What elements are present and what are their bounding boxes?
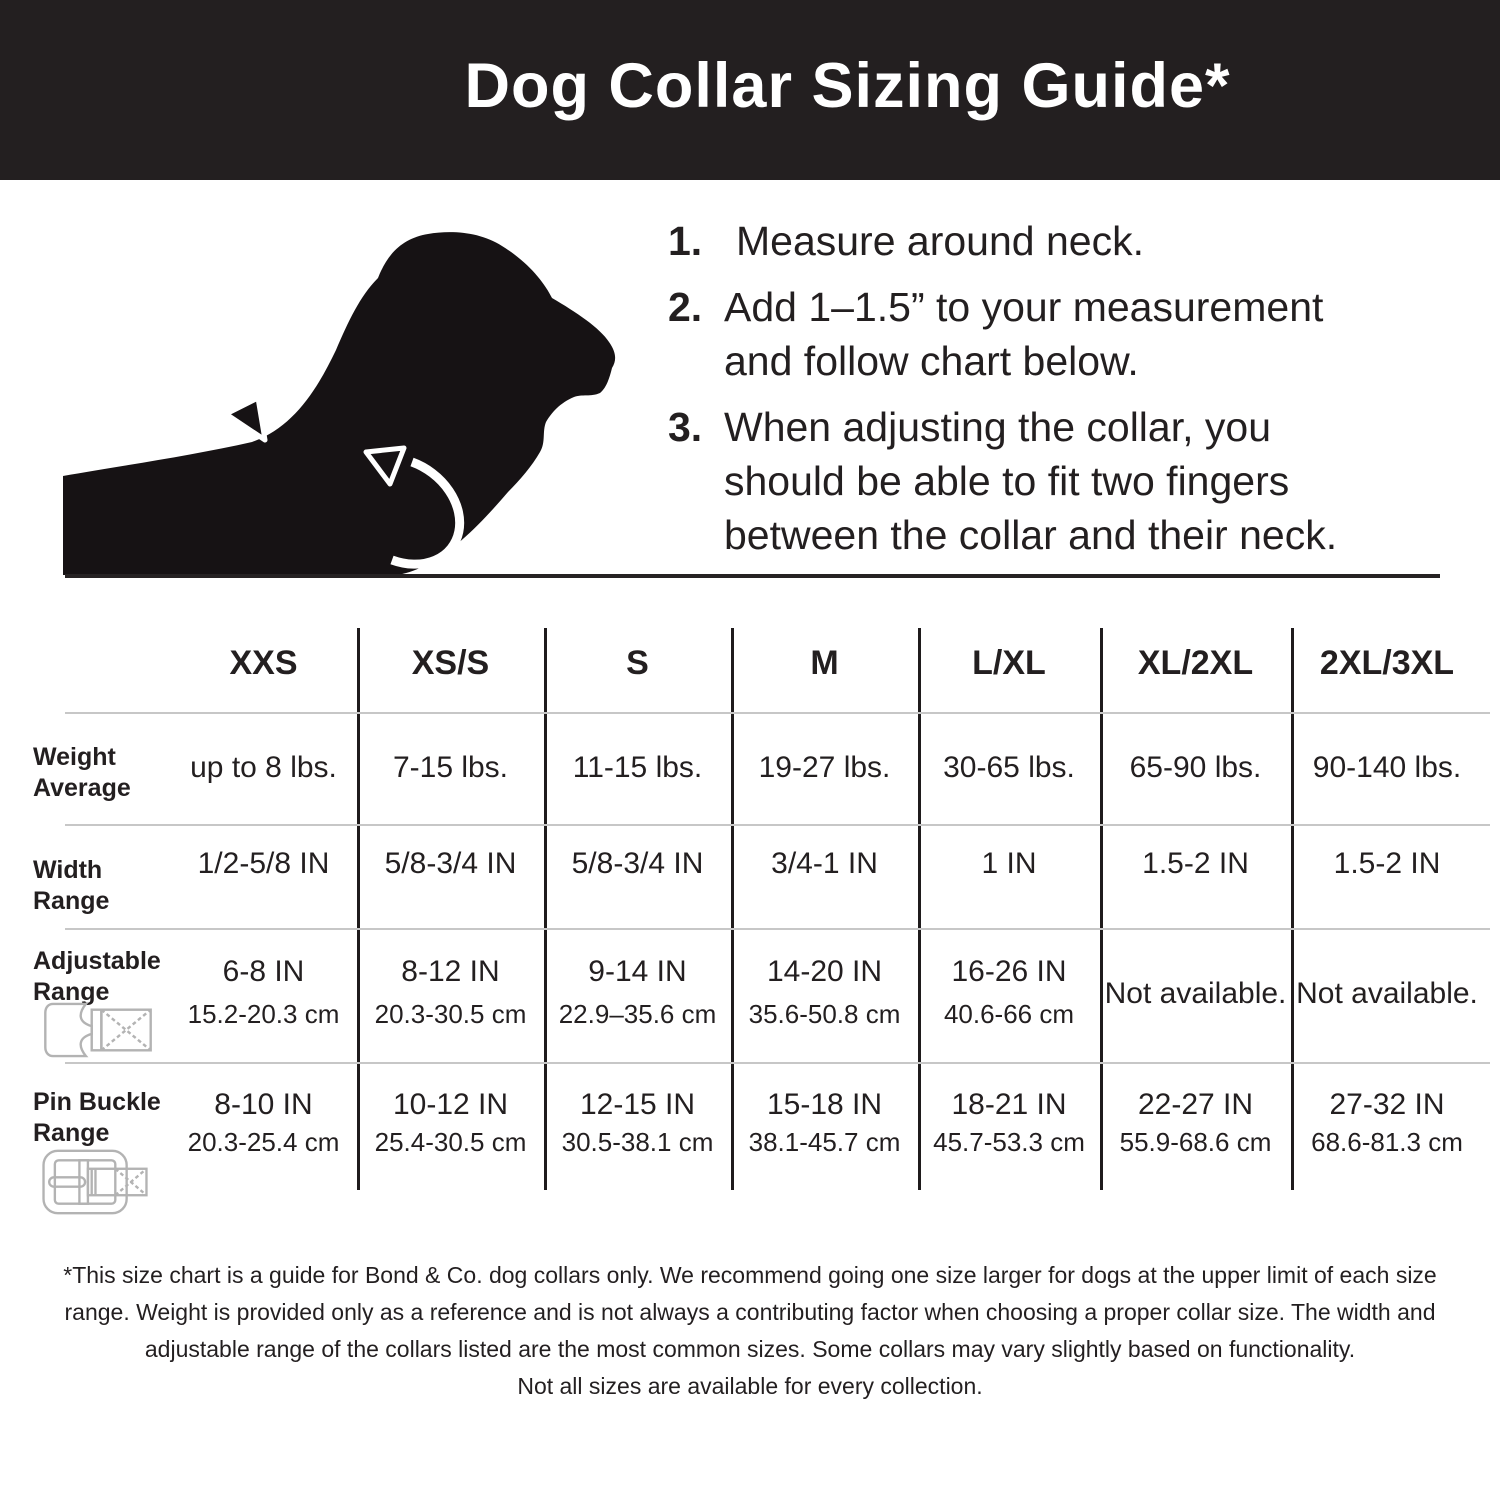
banner [0,0,1500,180]
column-header: XS/S [411,644,490,682]
instruction-number: 1. [668,218,703,264]
cell-inches: 10-12 IN [392,1088,509,1121]
measure-arrow-icon [363,445,465,569]
row-label: Weight Average [33,742,131,804]
instruction-line: Measure around neck. [736,218,1144,264]
table-cell: 1 IN [981,847,1037,880]
cell-cm: 25.4-30.5 cm [374,1127,527,1157]
instruction-item: 3. When adjusting the collar, you should… [668,400,1458,562]
dog-silhouette [63,232,616,575]
cell-cm: 35.6-50.8 cm [748,999,901,1029]
measure-arrow-icon [212,317,296,443]
table-cell: 90-140 lbs. [1312,751,1462,784]
side-release-buckle-icon [44,1002,152,1058]
footnote-line: Not all sizes are available for every co… [517,1373,983,1399]
table-cell: 5/8-3/4 IN [571,847,704,880]
column-divider [544,628,547,1190]
row-divider [65,712,1490,714]
column-divider [1100,628,1103,1190]
cell-inches: 12-15 IN [579,1088,696,1121]
footnote: *This size chart is a guide for Bond & C… [0,1257,1500,1405]
cell-inches: 16-26 IN [951,955,1067,988]
table-cell: 65-90 lbs. [1129,751,1262,784]
page-title: Dog Collar Sizing Guide* [464,51,1231,121]
row-label-line: Range [33,1119,110,1147]
cell-inches: 9-14 IN [588,955,687,988]
row-label-line: Average [33,774,131,802]
column-divider [731,628,734,1190]
cell-cm: 68.6-81.3 cm [1311,1127,1463,1157]
instruction-line: between the collar and their neck. [724,512,1338,558]
row-label-line: Adjustable [33,947,161,975]
row-label-line: Width [33,856,103,884]
row-label: Width Range [33,855,109,917]
cell-inches: 18-21 IN [951,1088,1067,1121]
row-label: Pin Buckle Range [33,1087,161,1149]
column-divider [357,628,360,1190]
cell-cm: 20.3-30.5 cm [374,999,527,1029]
instruction-item: 1. Measure around neck. [668,214,1458,268]
column-header: XL/2XL [1137,644,1254,682]
cell-inches: 15-18 IN [766,1088,883,1121]
cell-inches: 22-27 IN [1137,1088,1254,1121]
cell-inches: 6-8 IN [222,955,305,988]
row-divider [65,928,1490,930]
row-label-line: Range [33,887,110,915]
column-header: XXS [229,644,298,682]
instruction-line: When adjusting the collar, you [724,404,1271,450]
cell-inches: 14-20 IN [766,955,883,988]
cell-inches: 27-32 IN [1329,1088,1445,1121]
footnote-line: *This size chart is a guide for Bond & C… [63,1262,1437,1288]
instruction-item: 2. Add 1–1.5” to your measurement and fo… [668,280,1458,388]
cell-cm: 38.1-45.7 cm [748,1127,901,1157]
pin-buckle-icon [42,1149,148,1215]
table-cell: up to 8 lbs. [190,751,337,784]
cell-cm: 45.7-53.3 cm [933,1127,1085,1157]
cell-cm: 40.6-66 cm [943,999,1075,1029]
row-label-line: Pin Buckle [33,1088,161,1116]
cell-cm: 30.5-38.1 cm [561,1127,714,1157]
column-header: S [626,644,649,682]
table-cell: 30-65 lbs. [943,751,1075,784]
cell-inches: 8-12 IN [401,955,500,988]
footnote-line: range. Weight is provided only as a refe… [64,1299,1436,1325]
cell-inches: 8-10 IN [214,1088,313,1121]
column-divider [918,628,921,1190]
column-divider [1291,628,1294,1190]
column-header: M [810,644,839,682]
table-cell: 5/8-3/4 IN [384,847,517,880]
row-label-line: Range [33,978,110,1006]
instruction-number: 2. [668,284,703,330]
footnote-line: adjustable range of the collars listed a… [144,1336,1356,1362]
table-cell: 1.5-2 IN [1333,847,1441,880]
cell-cm: 15.2-20.3 cm [187,999,340,1029]
instruction-line: and follow chart below. [724,338,1139,384]
instruction-number: 3. [668,404,703,450]
row-label: Adjustable Range [33,946,161,1008]
instruction-line: Add 1–1.5” to your measurement [724,284,1324,330]
column-header: 2XL/3XL [1319,644,1455,682]
instruction-line: should be able to fit two fingers [724,458,1290,504]
cell-not-available: Not available. [1296,977,1478,1010]
row-divider [65,1062,1490,1064]
cell-cm: 55.9-68.6 cm [1119,1127,1272,1157]
cell-cm: 22.9–35.6 cm [558,999,717,1029]
cell-not-available: Not available. [1104,977,1287,1010]
row-label-line: Weight [33,743,116,771]
column-header: L/XL [972,644,1046,682]
cell-cm: 20.3-25.4 cm [187,1127,340,1157]
ground-line [65,574,1440,578]
table-cell: 19-27 lbs. [758,751,891,784]
row-divider [65,824,1490,826]
table-cell: 11-15 lbs. [572,751,703,784]
instructions: 1. Measure around neck. 2. Add 1–1.5” to… [668,214,1458,574]
table-cell: 7-15 lbs. [392,751,509,784]
table-cell: 1.5-2 IN [1142,847,1249,880]
table-cell: 3/4-1 IN [771,847,878,880]
table-cell: 1/2-5/8 IN [197,847,330,880]
